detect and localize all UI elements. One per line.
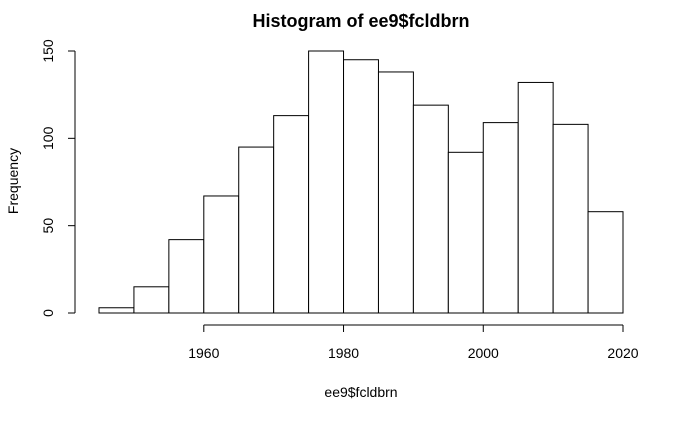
- histogram-bar: [343, 59, 379, 314]
- y-tick-label: 50: [40, 218, 56, 234]
- histogram-bar: [133, 286, 170, 314]
- bars-group: [98, 50, 624, 314]
- histogram-bar: [273, 115, 310, 314]
- x-tick-label: 1960: [188, 345, 219, 361]
- histogram-bar: [412, 104, 449, 314]
- histogram-bar: [98, 307, 135, 314]
- histogram-bar: [517, 81, 554, 314]
- histogram-bar: [587, 211, 624, 314]
- histogram-bar: [482, 122, 519, 314]
- chart-title: Histogram of ee9$fcldbrn: [252, 11, 469, 31]
- x-tick-label: 2020: [607, 345, 638, 361]
- histogram-bar: [203, 195, 240, 314]
- y-axis: 0 50 100 150: [40, 39, 76, 317]
- histogram-bar: [377, 71, 414, 314]
- histogram-bar: [168, 239, 205, 314]
- histogram-bar: [238, 146, 275, 314]
- histogram-bar: [447, 151, 484, 314]
- y-axis-label: Frequency: [5, 148, 21, 214]
- histogram-bar: [552, 123, 589, 314]
- x-tick-label: 1980: [328, 345, 359, 361]
- y-tick-label: 100: [40, 126, 56, 150]
- x-axis-label: ee9$fcldbrn: [324, 384, 397, 400]
- y-tick-label: 150: [40, 39, 56, 63]
- x-tick-label: 2000: [468, 345, 499, 361]
- y-tick-label: 0: [40, 309, 56, 317]
- x-axis: 1960 1980 2000 2020: [188, 324, 639, 361]
- histogram-bar: [308, 50, 345, 314]
